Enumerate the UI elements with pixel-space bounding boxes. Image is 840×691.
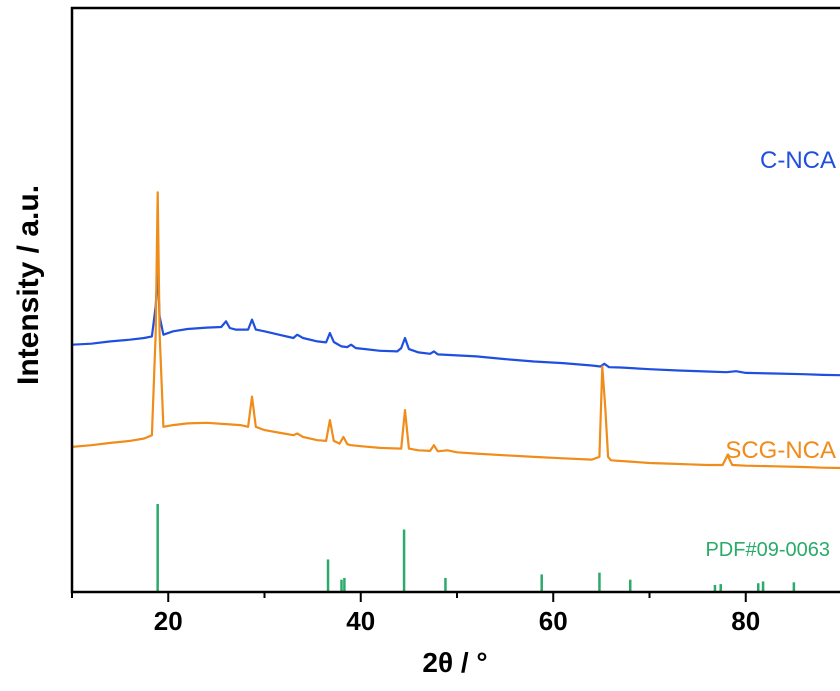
plot-frame — [70, 6, 840, 594]
series-line-c-nca — [71, 269, 840, 377]
x-axis-label: 2θ / ° — [422, 647, 487, 678]
x-tick-label: 20 — [154, 606, 183, 636]
reference-label: PDF#09-0063 — [705, 539, 830, 561]
x-axis: 20 40 60 80 — [71, 592, 760, 636]
y-axis-label: Intensity / a.u. — [12, 185, 45, 385]
series-label-scg-nca: SCG-NCA — [725, 437, 836, 464]
series-label-c-nca: C-NCA — [760, 147, 836, 174]
x-tick-label: 80 — [731, 606, 760, 636]
x-tick-label: 40 — [346, 606, 375, 636]
plot-area — [71, 191, 840, 592]
series-line-scg-nca — [71, 191, 840, 470]
x-tick-label: 60 — [539, 606, 568, 636]
